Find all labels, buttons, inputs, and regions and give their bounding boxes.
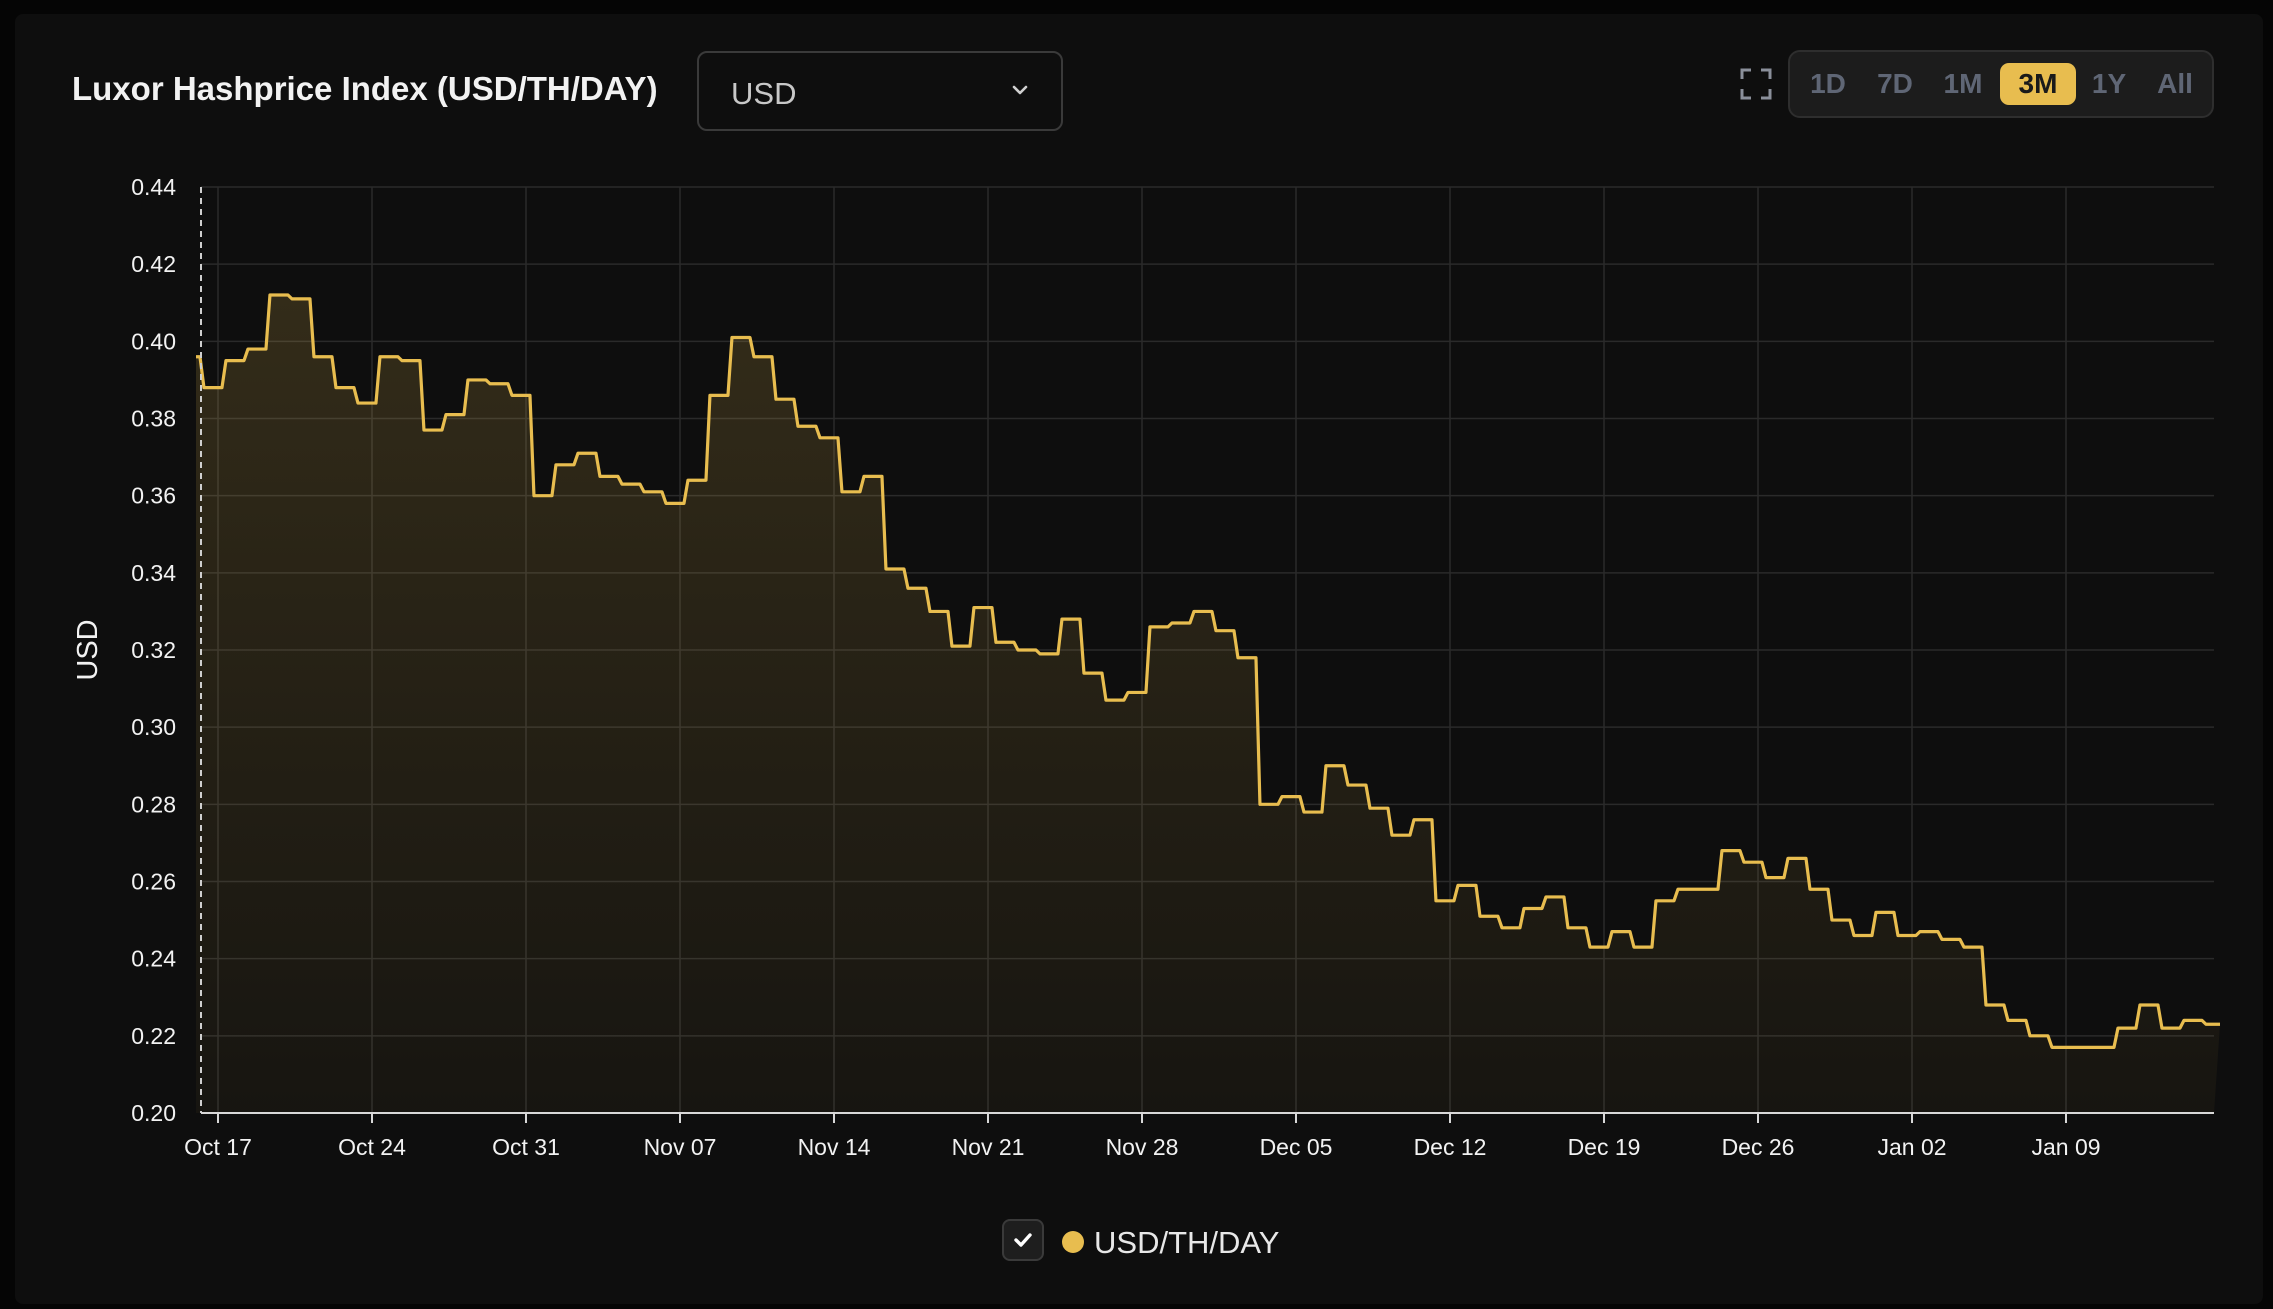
x-tick-label: Nov 14 <box>798 1134 871 1160</box>
x-tick-label: Oct 31 <box>492 1134 560 1160</box>
time-range-selector: 1D 7D 1M 3M 1Y All <box>1788 50 2214 118</box>
x-tick-label: Dec 12 <box>1414 1134 1487 1160</box>
chart-title: Luxor Hashprice Index (USD/TH/DAY) <box>72 70 658 107</box>
y-tick-label: 0.38 <box>131 406 176 432</box>
legend-label: USD/TH/DAY <box>1094 1225 1280 1260</box>
x-tick-label: Dec 19 <box>1568 1134 1641 1160</box>
y-tick-label: 0.40 <box>131 328 176 354</box>
chart-area <box>196 293 2220 1113</box>
range-3m-button[interactable]: 3M <box>2000 63 2076 105</box>
y-tick-label: 0.30 <box>131 714 176 740</box>
x-tick-label: Oct 24 <box>338 1134 406 1160</box>
range-all-button[interactable]: All <box>2157 68 2193 99</box>
y-tick-label: 0.34 <box>131 560 176 586</box>
currency-select-value: USD <box>731 76 797 111</box>
y-tick-label: 0.24 <box>131 946 176 972</box>
x-tick-label: Dec 26 <box>1722 1134 1795 1160</box>
y-tick-label: 0.42 <box>131 251 176 277</box>
y-tick-label: 0.32 <box>131 637 176 663</box>
series-color-dot <box>1062 1231 1084 1253</box>
y-axis-title: USD <box>72 619 104 680</box>
currency-select[interactable]: USD <box>697 51 1063 131</box>
range-7d-button[interactable]: 7D <box>1877 68 1913 99</box>
x-tick-label: Oct 17 <box>184 1134 252 1160</box>
x-tick-label: Nov 28 <box>1106 1134 1179 1160</box>
x-tick-label: Jan 02 <box>1877 1134 1946 1160</box>
y-tick-label: 0.22 <box>131 1023 176 1049</box>
x-tick-label: Dec 05 <box>1260 1134 1333 1160</box>
range-1y-button[interactable]: 1Y <box>2091 68 2127 99</box>
y-tick-label: 0.44 <box>131 174 176 200</box>
chevron-down-icon <box>1009 79 1031 106</box>
range-1m-button[interactable]: 1M <box>1943 68 1983 99</box>
x-tick-label: Nov 21 <box>952 1134 1025 1160</box>
check-icon <box>1014 1233 1032 1247</box>
y-tick-label: 0.28 <box>131 791 176 817</box>
fullscreen-icon[interactable] <box>1740 68 1772 105</box>
chart-labels: 0.20 0.22 0.24 0.26 0.28 0.30 0.32 0.34 0.36 0.38… <box>72 174 2101 1160</box>
y-tick-label: 0.36 <box>131 483 176 509</box>
y-tick-label: 0.20 <box>131 1100 176 1126</box>
chart-axes <box>200 187 2214 1123</box>
series-line <box>196 293 2220 1050</box>
x-tick-label: Nov 07 <box>644 1134 717 1160</box>
series-toggle-checkbox[interactable] <box>1002 1219 1044 1261</box>
series-area-fill <box>196 295 2220 1113</box>
y-tick-label: 0.26 <box>131 869 176 895</box>
range-1d-button[interactable]: 1D <box>1810 68 1846 99</box>
x-tick-label: Jan 09 <box>2031 1134 2100 1160</box>
